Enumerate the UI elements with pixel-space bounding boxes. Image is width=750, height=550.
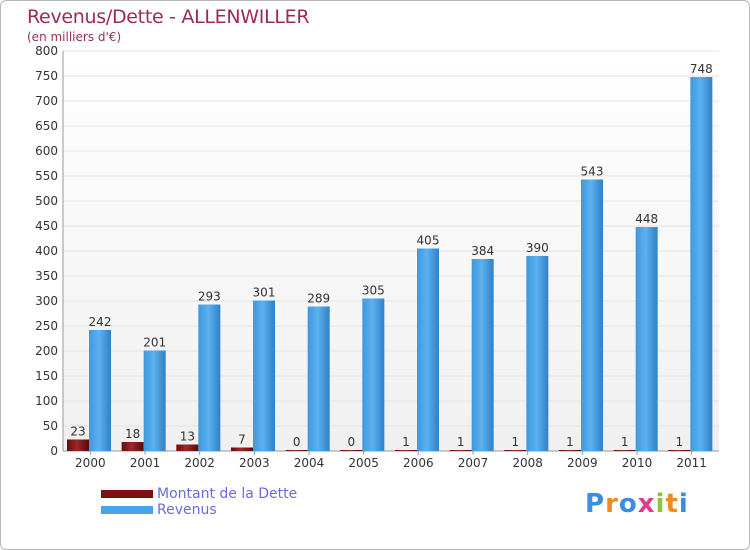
y-tick-label: 350 bbox=[35, 269, 58, 283]
data-label-debt: 1 bbox=[566, 435, 574, 449]
data-label-debt: 1 bbox=[402, 435, 410, 449]
bar-debt bbox=[449, 450, 472, 451]
bar-revenue bbox=[307, 306, 330, 451]
logo-letter: r bbox=[605, 489, 619, 519]
y-tick-label: 500 bbox=[35, 194, 58, 208]
data-label-revenue: 293 bbox=[198, 290, 221, 304]
y-tick-label: 250 bbox=[35, 319, 58, 333]
y-tick-label: 800 bbox=[35, 44, 58, 58]
proxiti-logo: Proxiti bbox=[585, 489, 689, 519]
bar-revenue bbox=[526, 256, 549, 451]
bar-revenue bbox=[198, 304, 221, 451]
y-tick-label: 50 bbox=[43, 419, 58, 433]
bar-debt bbox=[395, 450, 417, 451]
y-tick-label: 100 bbox=[35, 394, 58, 408]
bar-debt bbox=[613, 450, 636, 451]
y-tick-label: 550 bbox=[35, 169, 58, 183]
bar-revenue bbox=[89, 330, 111, 451]
x-tick-label: 2001 bbox=[130, 456, 161, 470]
bar-debt bbox=[231, 447, 253, 451]
data-label-debt: 1 bbox=[512, 435, 520, 449]
chart-title: Revenus/Dette - ALLENWILLER bbox=[27, 6, 310, 28]
x-tick-label: 2008 bbox=[512, 456, 543, 470]
bar-debt bbox=[176, 444, 199, 451]
x-tick-label: 2011 bbox=[676, 456, 707, 470]
data-label-debt: 18 bbox=[125, 427, 140, 441]
bar-debt bbox=[67, 439, 89, 451]
logo-letter: o bbox=[618, 489, 638, 519]
legend-label-debt: Montant de la Dette bbox=[157, 486, 298, 502]
data-label-revenue: 448 bbox=[635, 212, 658, 226]
bar-debt bbox=[121, 442, 144, 451]
data-label-revenue: 405 bbox=[417, 234, 440, 248]
x-tick-label: 2007 bbox=[458, 456, 489, 470]
y-tick-label: 450 bbox=[35, 219, 58, 233]
y-tick-label: 600 bbox=[35, 144, 58, 158]
x-tick-label: 2000 bbox=[75, 456, 106, 470]
y-tick-label: 750 bbox=[35, 69, 58, 83]
data-label-debt: 13 bbox=[180, 430, 195, 444]
bar-revenue bbox=[362, 298, 385, 451]
y-tick-label: 700 bbox=[35, 94, 58, 108]
bar-debt bbox=[285, 450, 308, 451]
legend-label-revenue: Revenus bbox=[157, 502, 217, 518]
data-label-debt: 23 bbox=[70, 425, 85, 439]
bar-debt bbox=[340, 450, 363, 451]
bar-debt bbox=[504, 450, 527, 451]
bar-revenue bbox=[635, 227, 658, 451]
bar-revenue bbox=[581, 179, 603, 451]
legend-swatch-revenue bbox=[101, 506, 153, 514]
logo-letter: P bbox=[585, 489, 606, 519]
y-tick-label: 650 bbox=[35, 119, 58, 133]
bar-revenue bbox=[417, 248, 439, 451]
y-tick-label: 150 bbox=[35, 369, 58, 383]
data-label-revenue: 543 bbox=[581, 165, 604, 179]
data-label-debt: 7 bbox=[238, 433, 246, 447]
legend-swatch-debt bbox=[101, 490, 153, 498]
x-tick-label: 2009 bbox=[567, 456, 598, 470]
chart-subtitle: (en milliers d'€) bbox=[27, 30, 122, 44]
data-label-revenue: 390 bbox=[526, 241, 549, 255]
data-label-debt: 1 bbox=[457, 435, 465, 449]
data-label-debt: 1 bbox=[621, 435, 629, 449]
y-tick-label: 300 bbox=[35, 294, 58, 308]
x-tick-label: 2005 bbox=[348, 456, 379, 470]
data-label-revenue: 384 bbox=[471, 244, 494, 258]
data-label-revenue: 305 bbox=[362, 284, 385, 298]
data-label-revenue: 301 bbox=[253, 286, 276, 300]
y-tick-label: 200 bbox=[35, 344, 58, 358]
x-tick-label: 2004 bbox=[294, 456, 325, 470]
data-label-revenue: 289 bbox=[307, 292, 330, 306]
bar-revenue bbox=[471, 259, 494, 451]
data-label-debt: 1 bbox=[676, 435, 684, 449]
bar-revenue bbox=[253, 300, 275, 451]
x-tick-label: 2006 bbox=[403, 456, 434, 470]
data-label-revenue: 748 bbox=[690, 62, 713, 76]
x-tick-label: 2002 bbox=[184, 456, 215, 470]
x-tick-label: 2010 bbox=[622, 456, 653, 470]
data-label-revenue: 201 bbox=[143, 336, 166, 350]
bar-debt bbox=[668, 450, 691, 451]
y-tick-label: 400 bbox=[35, 244, 58, 258]
logo-letter: t bbox=[665, 489, 679, 519]
logo-letter: i bbox=[678, 489, 689, 519]
data-label-debt: 0 bbox=[348, 435, 356, 449]
y-tick-label: 0 bbox=[50, 444, 58, 458]
bar-revenue bbox=[690, 77, 713, 451]
bar-debt bbox=[559, 450, 581, 451]
data-label-revenue: 242 bbox=[89, 315, 112, 329]
logo-letter: x bbox=[637, 489, 656, 519]
data-label-debt: 0 bbox=[293, 435, 301, 449]
logo-letter: i bbox=[655, 489, 666, 519]
bar-revenue bbox=[143, 350, 166, 451]
x-tick-label: 2003 bbox=[239, 456, 270, 470]
